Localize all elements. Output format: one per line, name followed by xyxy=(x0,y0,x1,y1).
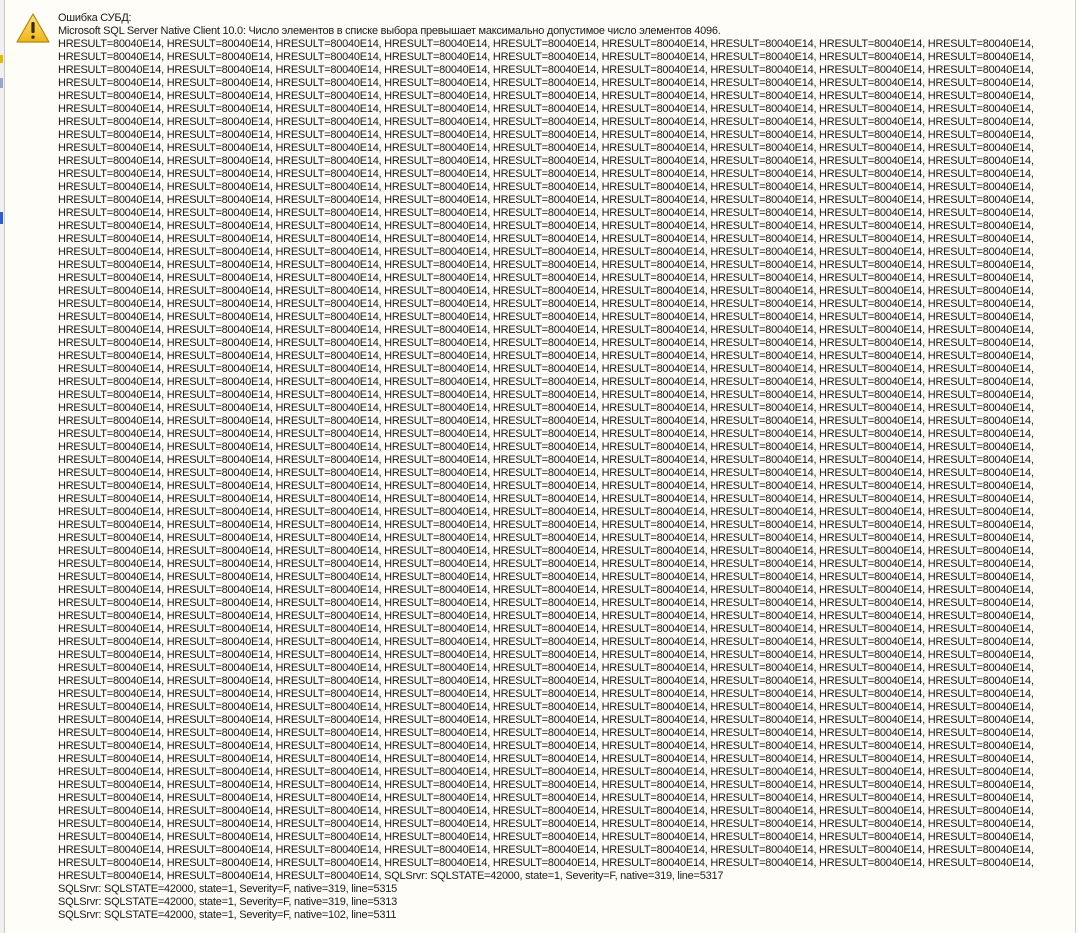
hresult-line: HRESULT=80040E14, HRESULT=80040E14, HRES… xyxy=(58,688,1034,700)
hresult-line: HRESULT=80040E14, HRESULT=80040E14, HRES… xyxy=(58,454,1034,466)
warning-icon xyxy=(16,13,50,43)
hresult-line: HRESULT=80040E14, HRESULT=80040E14, HRES… xyxy=(58,311,1034,323)
hresult-line: HRESULT=80040E14, HRESULT=80040E14, HRES… xyxy=(58,168,1034,180)
hresult-line: HRESULT=80040E14, HRESULT=80040E14, HRES… xyxy=(58,51,1034,63)
hresult-line: HRESULT=80040E14, HRESULT=80040E14, HRES… xyxy=(58,337,1034,349)
hresult-line: HRESULT=80040E14, HRESULT=80040E14, HRES… xyxy=(58,649,1034,661)
sqlsrvr-line: SQLSrvr: SQLSTATE=42000, state=1, Severi… xyxy=(58,883,398,895)
error-description: Microsoft SQL Server Native Client 10.0:… xyxy=(58,25,721,37)
hresult-line: HRESULT=80040E14, HRESULT=80040E14, HRES… xyxy=(58,116,1034,128)
hresult-line: HRESULT=80040E14, HRESULT=80040E14, HRES… xyxy=(58,753,1034,765)
hresult-line: HRESULT=80040E14, HRESULT=80040E14, HRES… xyxy=(58,558,1034,570)
hresult-line: HRESULT=80040E14, HRESULT=80040E14, HRES… xyxy=(58,441,1034,453)
error-message-text: Ошибка СУБД: Microsoft SQL Server Native… xyxy=(58,12,1068,931)
hresult-line: HRESULT=80040E14, HRESULT=80040E14, HRES… xyxy=(58,662,1034,674)
hresult-line: HRESULT=80040E14, HRESULT=80040E14, HRES… xyxy=(58,519,1034,531)
hresult-line: HRESULT=80040E14, HRESULT=80040E14, HRES… xyxy=(58,363,1034,375)
error-title: Ошибка СУБД: xyxy=(58,12,132,24)
hresult-line: HRESULT=80040E14, HRESULT=80040E14, HRES… xyxy=(58,272,1034,284)
hresult-line: HRESULT=80040E14, HRESULT=80040E14, HRES… xyxy=(58,246,1034,258)
error-dialog: Ошибка СУБД: Microsoft SQL Server Native… xyxy=(5,0,1078,933)
hresult-line: HRESULT=80040E14, HRESULT=80040E14, HRES… xyxy=(58,792,1034,804)
hresult-line: HRESULT=80040E14, HRESULT=80040E14, HRES… xyxy=(58,532,1034,544)
hresult-line: HRESULT=80040E14, HRESULT=80040E14, HRES… xyxy=(58,740,1034,752)
hresult-line: HRESULT=80040E14, HRESULT=80040E14, HRES… xyxy=(58,259,1034,271)
hresult-line: HRESULT=80040E14, HRESULT=80040E14, HRES… xyxy=(58,207,1034,219)
hresult-line: HRESULT=80040E14, HRESULT=80040E14, HRES… xyxy=(58,298,1034,310)
hresult-line: HRESULT=80040E14, HRESULT=80040E14, HRES… xyxy=(58,480,1034,492)
hresult-line: HRESULT=80040E14, HRESULT=80040E14, HRES… xyxy=(58,428,1034,440)
hresult-line: HRESULT=80040E14, HRESULT=80040E14, HRES… xyxy=(58,402,1034,414)
hresult-line: HRESULT=80040E14, HRESULT=80040E14, HRES… xyxy=(58,844,1034,856)
hresult-line: HRESULT=80040E14, HRESULT=80040E14, HRES… xyxy=(58,805,1034,817)
hresult-line: HRESULT=80040E14, HRESULT=80040E14, HRES… xyxy=(58,38,1034,50)
hresult-line: HRESULT=80040E14, HRESULT=80040E14, HRES… xyxy=(58,675,1034,687)
hresult-line: HRESULT=80040E14, HRESULT=80040E14, HRES… xyxy=(58,389,1034,401)
hresult-line: HRESULT=80040E14, HRESULT=80040E14, HRES… xyxy=(58,636,1034,648)
background-marker xyxy=(0,78,3,88)
hresult-line: HRESULT=80040E14, HRESULT=80040E14, HRES… xyxy=(58,142,1034,154)
hresult-line: HRESULT=80040E14, HRESULT=80040E14, HRES… xyxy=(58,506,1034,518)
hresult-line: HRESULT=80040E14, HRESULT=80040E14, HRES… xyxy=(58,90,1034,102)
hresult-line: HRESULT=80040E14, HRESULT=80040E14, HRES… xyxy=(58,818,1034,830)
hresult-line: HRESULT=80040E14, HRESULT=80040E14, HRES… xyxy=(58,623,1034,635)
hresult-line: HRESULT=80040E14, HRESULT=80040E14, HRES… xyxy=(58,103,1034,115)
hresult-line: HRESULT=80040E14, HRESULT=80040E14, HRES… xyxy=(58,779,1034,791)
hresult-line: HRESULT=80040E14, HRESULT=80040E14, HRES… xyxy=(58,64,1034,76)
hresult-line: HRESULT=80040E14, HRESULT=80040E14, HRES… xyxy=(58,233,1034,245)
dialog-border xyxy=(1075,0,1076,933)
hresult-final-line: HRESULT=80040E14, HRESULT=80040E14, HRES… xyxy=(58,870,724,882)
hresult-line: HRESULT=80040E14, HRESULT=80040E14, HRES… xyxy=(58,350,1034,362)
hresult-line: HRESULT=80040E14, HRESULT=80040E14, HRES… xyxy=(58,467,1034,479)
background-window-edge xyxy=(0,0,5,933)
hresult-line: HRESULT=80040E14, HRESULT=80040E14, HRES… xyxy=(58,571,1034,583)
hresult-line: HRESULT=80040E14, HRESULT=80040E14, HRES… xyxy=(58,194,1034,206)
hresult-line: HRESULT=80040E14, HRESULT=80040E14, HRES… xyxy=(58,597,1034,609)
hresult-line: HRESULT=80040E14, HRESULT=80040E14, HRES… xyxy=(58,831,1034,843)
hresult-line: HRESULT=80040E14, HRESULT=80040E14, HRES… xyxy=(58,545,1034,557)
hresult-line: HRESULT=80040E14, HRESULT=80040E14, HRES… xyxy=(58,181,1034,193)
hresult-line: HRESULT=80040E14, HRESULT=80040E14, HRES… xyxy=(58,376,1034,388)
hresult-line: HRESULT=80040E14, HRESULT=80040E14, HRES… xyxy=(58,77,1034,89)
dialog-right-edge xyxy=(1064,0,1078,933)
hresult-block: HRESULT=80040E14, HRESULT=80040E14, HRES… xyxy=(58,38,1068,870)
sqlsrvr-line: SQLSrvr: SQLSTATE=42000, state=1, Severi… xyxy=(58,896,398,908)
hresult-line: HRESULT=80040E14, HRESULT=80040E14, HRES… xyxy=(58,610,1034,622)
hresult-line: HRESULT=80040E14, HRESULT=80040E14, HRES… xyxy=(58,324,1034,336)
hresult-line: HRESULT=80040E14, HRESULT=80040E14, HRES… xyxy=(58,727,1034,739)
background-marker xyxy=(0,212,3,224)
hresult-line: HRESULT=80040E14, HRESULT=80040E14, HRES… xyxy=(58,493,1034,505)
background-marker xyxy=(0,55,3,63)
hresult-line: HRESULT=80040E14, HRESULT=80040E14, HRES… xyxy=(58,129,1034,141)
hresult-line: HRESULT=80040E14, HRESULT=80040E14, HRES… xyxy=(58,766,1034,778)
hresult-line: HRESULT=80040E14, HRESULT=80040E14, HRES… xyxy=(58,701,1034,713)
hresult-line: HRESULT=80040E14, HRESULT=80040E14, HRES… xyxy=(58,220,1034,232)
hresult-line: HRESULT=80040E14, HRESULT=80040E14, HRES… xyxy=(58,857,1034,869)
hresult-line: HRESULT=80040E14, HRESULT=80040E14, HRES… xyxy=(58,584,1034,596)
hresult-line: HRESULT=80040E14, HRESULT=80040E14, HRES… xyxy=(58,714,1034,726)
hresult-line: HRESULT=80040E14, HRESULT=80040E14, HRES… xyxy=(58,285,1034,297)
hresult-line: HRESULT=80040E14, HRESULT=80040E14, HRES… xyxy=(58,415,1034,427)
sqlsrvr-line: SQLSrvr: SQLSTATE=42000, state=1, Severi… xyxy=(58,909,397,921)
hresult-line: HRESULT=80040E14, HRESULT=80040E14, HRES… xyxy=(58,155,1034,167)
